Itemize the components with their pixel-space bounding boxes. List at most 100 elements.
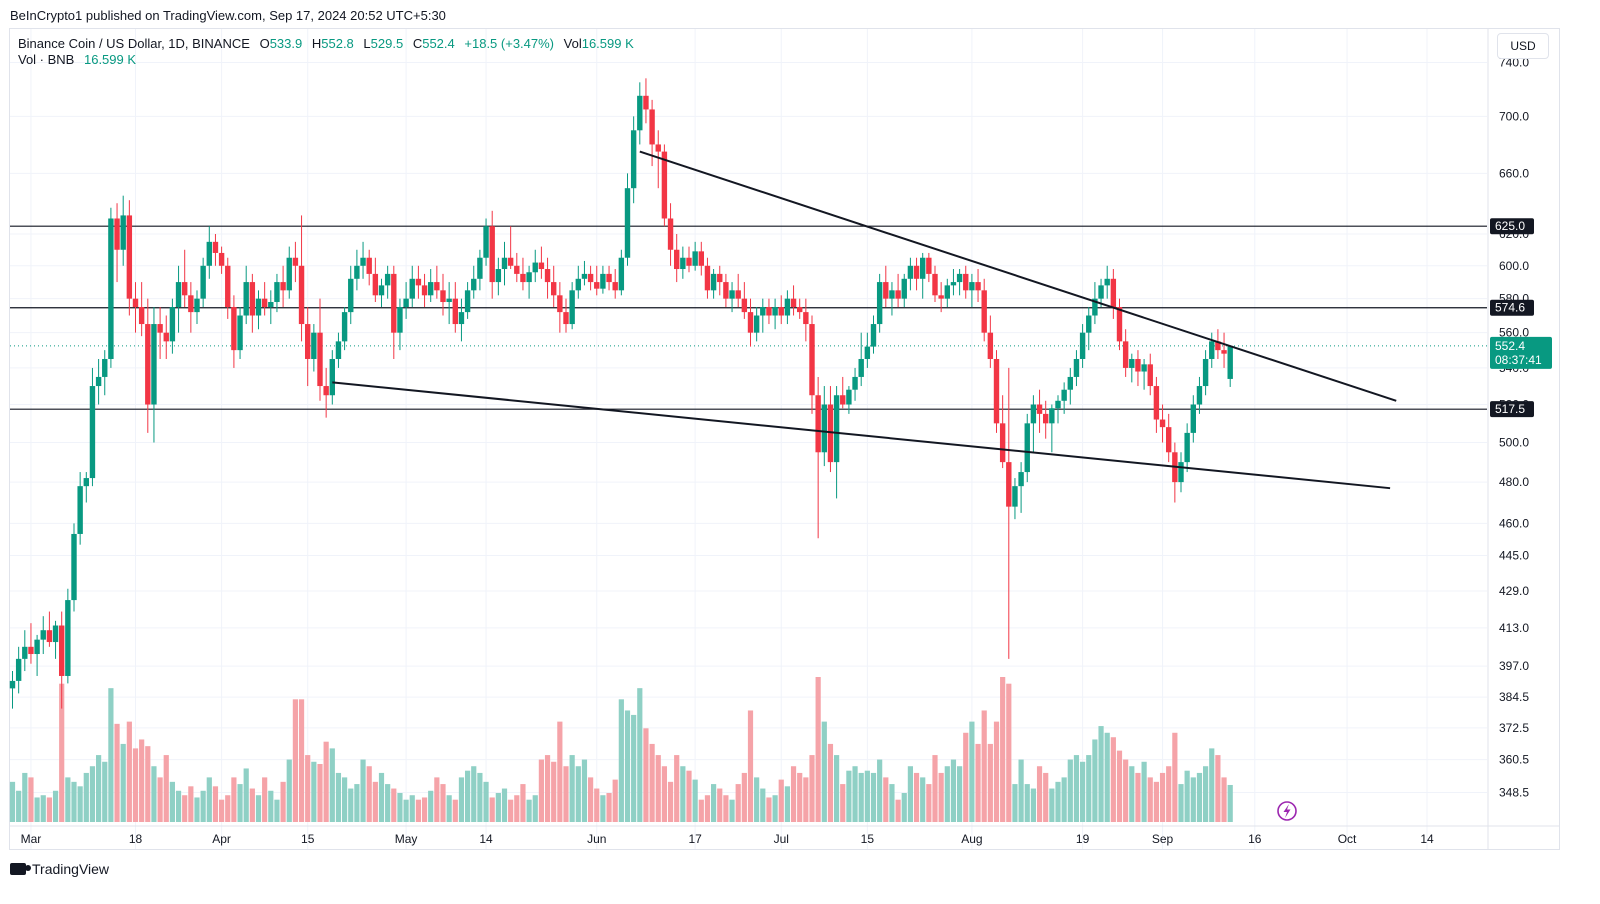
y-axis-tick-label: 500.0 — [1499, 436, 1529, 450]
candle-body — [212, 241, 219, 253]
candle-body — [501, 257, 508, 270]
volume-bar — [1030, 788, 1036, 822]
candle-body — [163, 332, 169, 342]
candle-body — [489, 226, 495, 283]
candle-body — [575, 278, 581, 291]
volume-bar — [1080, 761, 1086, 822]
candle-body — [594, 282, 600, 289]
volume-bar — [231, 777, 237, 822]
volume-bar — [292, 699, 298, 822]
candle-body — [218, 252, 225, 266]
symbol-title[interactable]: Binance Coin / US Dollar, 1D, BINANCE — [18, 36, 250, 51]
volume-bar — [883, 777, 889, 822]
candle-body — [790, 298, 797, 308]
candle-body — [243, 282, 249, 316]
volume-bar — [59, 683, 65, 822]
candle-body — [993, 358, 1000, 424]
candle-body — [1129, 358, 1135, 368]
volume-bar — [77, 786, 83, 822]
volume-bar — [889, 784, 895, 822]
candle-body — [858, 358, 864, 377]
candle-body — [1036, 404, 1043, 414]
candle-body — [323, 386, 329, 396]
candle-body — [378, 285, 385, 296]
open-value: 533.9 — [269, 36, 303, 51]
candle-body — [920, 257, 926, 279]
candle-body — [827, 404, 834, 463]
candle-body — [1073, 358, 1080, 377]
candle-body — [120, 215, 126, 250]
volume-bar — [329, 748, 335, 822]
candle-body — [1018, 472, 1024, 487]
x-axis-tick-label: Sep — [1152, 832, 1174, 846]
volume-bar — [22, 772, 28, 822]
volume-bar — [1036, 766, 1043, 822]
y-axis-tick-label: 600.0 — [1499, 259, 1529, 273]
candle-body — [587, 273, 594, 283]
volume-bar — [674, 755, 680, 822]
volume-bar — [895, 799, 901, 822]
publisher-caption: BeInCrypto1 published on TradingView.com… — [10, 8, 446, 23]
level-price-label: 574.6 — [1495, 301, 1525, 315]
x-axis-tick-label: 15 — [301, 832, 315, 846]
candle-body — [65, 600, 71, 676]
volume-bar — [151, 766, 157, 822]
x-axis-tick-label: 18 — [129, 832, 143, 846]
volume-bar — [34, 797, 40, 822]
candle-body — [286, 257, 292, 291]
candle-body — [557, 295, 563, 313]
candle-body — [956, 273, 963, 283]
volume-bar — [28, 777, 34, 822]
ohlc-row: Binance Coin / US Dollar, 1D, BINANCE O5… — [18, 36, 634, 52]
current-price-label: 552.4 — [1495, 339, 1525, 353]
volume-bar — [581, 759, 588, 822]
lightning-event-icon[interactable] — [1277, 801, 1297, 821]
x-axis-tick-label: Mar — [21, 832, 42, 846]
candle-body — [1227, 345, 1233, 379]
candle-body — [409, 278, 415, 299]
candle-body — [563, 312, 569, 325]
volume-bar — [1172, 732, 1178, 822]
volume-bar — [298, 699, 305, 822]
candle-body — [667, 218, 674, 250]
candle-body — [151, 324, 157, 405]
volume-bar — [1215, 755, 1221, 822]
candle-body — [735, 290, 741, 299]
candle-body — [317, 332, 323, 387]
volume-bar — [421, 797, 428, 822]
volume-bar — [378, 772, 385, 822]
candle-body — [1122, 341, 1129, 368]
volume-study-label[interactable]: Vol · BNB — [18, 52, 75, 67]
y-axis-tick-label: 480.0 — [1499, 475, 1529, 489]
volume-bar — [950, 759, 957, 822]
volume-bar — [440, 784, 446, 822]
candle-body — [1209, 341, 1215, 359]
volume-bar — [821, 721, 827, 822]
volume-bar — [667, 781, 674, 822]
candle-body — [280, 282, 286, 291]
volume-bar — [1184, 770, 1190, 822]
y-axis-tick-label: 384.5 — [1499, 690, 1529, 704]
candle-body — [225, 265, 231, 308]
volume-bar — [1110, 737, 1116, 822]
volume-bar — [569, 755, 575, 822]
volume-bar — [501, 788, 508, 822]
x-axis-tick-label: Apr — [212, 832, 231, 846]
candle-body — [1104, 278, 1110, 286]
candle-body — [569, 290, 575, 325]
volume-bar — [834, 755, 840, 822]
trendline — [332, 381, 1391, 490]
currency-button[interactable]: USD — [1497, 33, 1549, 59]
vol-value: 16.599 K — [581, 36, 634, 51]
candle-body — [926, 257, 932, 274]
candle-body — [22, 646, 28, 659]
candle-body — [907, 265, 914, 279]
volume-bar — [219, 799, 225, 822]
volume-bar — [840, 784, 846, 822]
candle-body — [778, 307, 784, 316]
volume-bar — [563, 766, 569, 822]
candle-body — [83, 478, 89, 487]
volume-bar — [926, 784, 932, 822]
candle-body — [1006, 462, 1012, 507]
